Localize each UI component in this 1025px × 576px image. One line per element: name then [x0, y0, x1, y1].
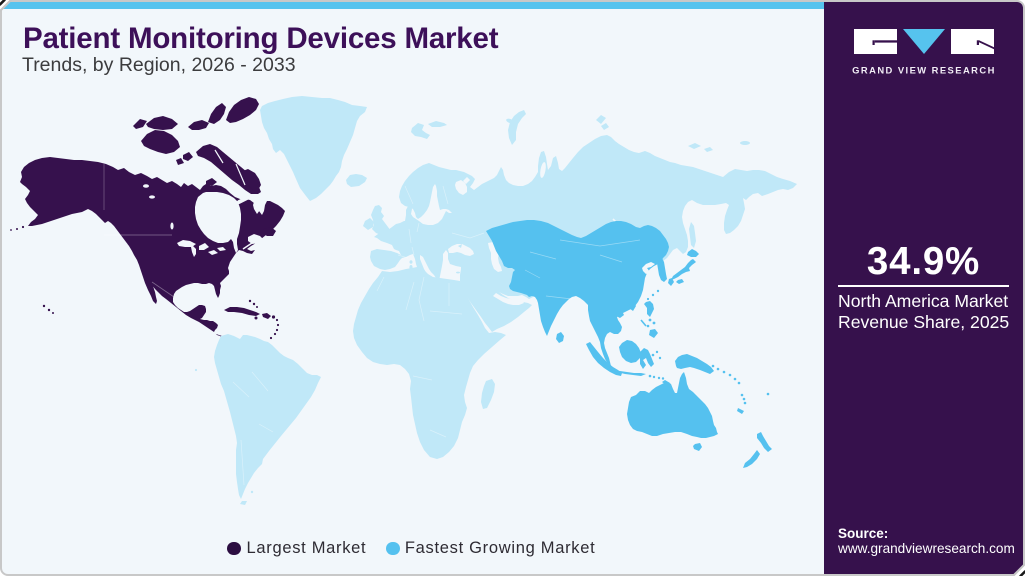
svg-text:GRAND VIEW RESEARCH: GRAND VIEW RESEARCH	[852, 65, 996, 76]
